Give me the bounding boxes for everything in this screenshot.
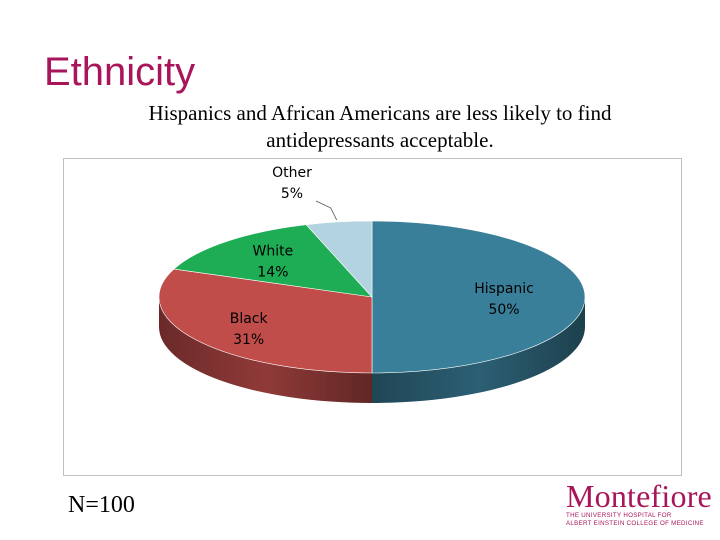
data-label-other: Other 5% (272, 165, 312, 202)
data-label-white: White 14% (252, 243, 293, 280)
slide-subtitle: Hispanics and African Americans are less… (90, 100, 670, 153)
logo-tagline-2: ALBERT EINSTEIN COLLEGE OF MEDICINE (566, 519, 704, 527)
pie-labels: Hispanic 50% Black 31% White 14% Other 5% (230, 165, 534, 348)
pie-side-hispanic (372, 297, 585, 403)
data-label-hispanic: Hispanic 50% (474, 281, 534, 318)
logo-tagline-1: THE UNIVERSITY HOSPITAL FOR (566, 512, 672, 519)
slide-title: Ethnicity (44, 50, 196, 94)
leader-line-other (315, 200, 338, 221)
subtitle-line-2: antidepressants acceptable. (266, 127, 494, 152)
pie-slice-black (158, 268, 373, 374)
subtitle-line-1: Hispanics and African Americans are less… (148, 101, 612, 125)
pie-side-walls (159, 297, 585, 403)
pie-top (158, 220, 586, 374)
data-label-black: Black 31% (230, 311, 269, 348)
pie-chart: Hispanic 50% Black 31% White 14% Other 5% (158, 165, 586, 403)
montefiore-logo: Montefiore THE UNIVERSITY HOSPITAL FOR A… (566, 478, 712, 530)
logo-name: Montefiore (566, 478, 712, 514)
pie-side-black (159, 297, 372, 403)
sample-size-label: N=100 (68, 492, 135, 518)
pie-slice-other (305, 220, 373, 298)
pie-slice-hispanic (371, 220, 586, 374)
